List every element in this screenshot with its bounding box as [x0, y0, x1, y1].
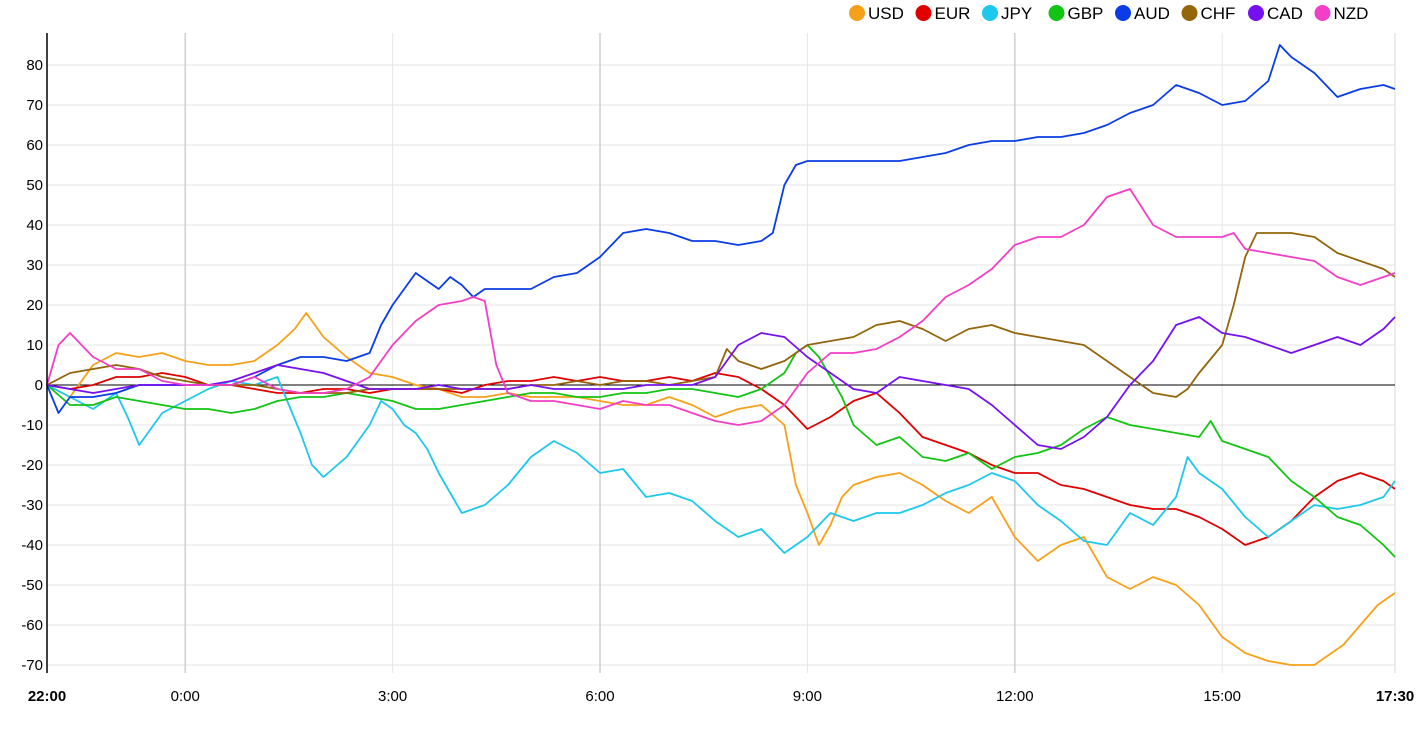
legend-label: NZD [1334, 4, 1369, 23]
y-tick-label: -70 [21, 657, 43, 674]
y-tick-label: 0 [35, 377, 43, 394]
x-tick-label: 12:00 [996, 688, 1034, 705]
x-tick-label: 17:30 [1376, 688, 1414, 705]
legend-label: EUR [935, 4, 971, 23]
legend-marker [1248, 5, 1264, 21]
legend-marker [1115, 5, 1131, 21]
legend-marker [915, 5, 932, 21]
x-tick-label: 6:00 [585, 688, 614, 705]
legend-item-eur[interactable]: EUR [915, 4, 971, 23]
legend-item-usd[interactable]: USD [849, 4, 904, 23]
legend-item-chf[interactable]: CHF [1181, 4, 1236, 23]
x-tick-label: 0:00 [171, 688, 200, 705]
legend-marker [1048, 5, 1065, 21]
legend-label: JPY [1001, 4, 1032, 23]
y-tick-label: -40 [21, 537, 43, 554]
y-tick-label: 80 [26, 57, 43, 74]
legend-item-aud[interactable]: AUD [1115, 4, 1170, 23]
axes: 80 70 60 50 40 30 20 10 0 -10 -20 -30 -40 -50 -60 -70 22… [21, 33, 1414, 705]
legend-label: CHF [1201, 4, 1236, 23]
x-tick-label: 9:00 [793, 688, 822, 705]
y-tick-label: 50 [26, 177, 43, 194]
series-line-eur [46, 372, 1396, 546]
y-tick-label: 60 [26, 137, 43, 154]
y-tick-label: 10 [26, 337, 43, 354]
series-line-gbp [46, 344, 1396, 558]
legend-label: AUD [1134, 4, 1170, 23]
legend-marker [1181, 5, 1198, 21]
y-tick-label: -20 [21, 457, 43, 474]
legend-marker [1314, 5, 1331, 21]
y-tick-label: -10 [21, 417, 43, 434]
y-tick-label: -30 [21, 497, 43, 514]
legend-item-nzd[interactable]: NZD [1314, 4, 1369, 23]
legend-marker [982, 5, 998, 21]
legend-marker [849, 5, 865, 21]
x-tick-label: 3:00 [378, 688, 407, 705]
y-tick-label: -60 [21, 617, 43, 634]
series-line-jpy [46, 376, 1396, 554]
grid [47, 33, 1396, 673]
series-line-nzd [46, 188, 1396, 426]
y-tick-label: 40 [26, 217, 43, 234]
y-tick-label: 20 [26, 297, 43, 314]
y-tick-label: -50 [21, 577, 43, 594]
series-line-chf [46, 232, 1396, 398]
legend-item-jpy[interactable]: JPY [982, 4, 1032, 23]
y-tick-label: 30 [26, 257, 43, 274]
legend-item-cad[interactable]: CAD [1248, 4, 1303, 23]
x-tick-label: 15:00 [1203, 688, 1241, 705]
legend-label: CAD [1267, 4, 1303, 23]
series-line-aud [46, 44, 1396, 414]
series-line-cad [46, 316, 1396, 450]
x-tick-label: 22:00 [28, 688, 66, 705]
legend-label: GBP [1068, 4, 1104, 23]
series-line-usd [46, 312, 1396, 666]
legend-item-gbp[interactable]: GBP [1048, 4, 1104, 23]
legend[interactable]: USD EUR JPY GBP AUD CHF CAD NZD [849, 4, 1368, 23]
legend-label: USD [868, 4, 904, 23]
series-lines [46, 44, 1396, 666]
y-tick-label: 70 [26, 97, 43, 114]
